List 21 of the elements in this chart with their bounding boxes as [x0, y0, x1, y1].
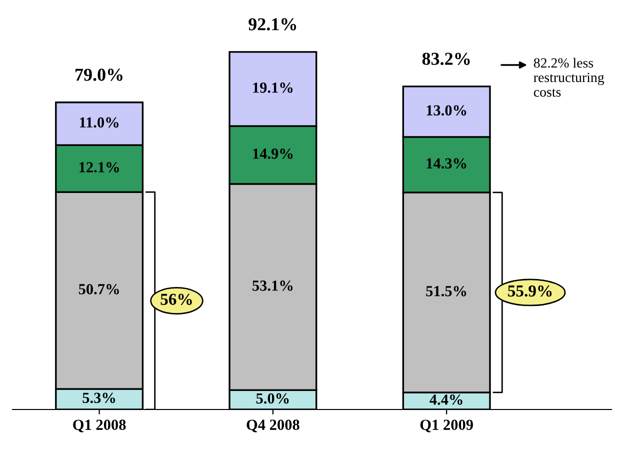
data-label: 11.0% [80, 117, 118, 128]
data-label: 14.3% [426, 158, 466, 169]
annotation: 82.2% less restructuring costs [534, 58, 604, 97]
x-tick-label: Q1 2008 [73, 420, 126, 432]
data-label: 14.9% [253, 148, 293, 159]
data-label: 4.4% [430, 394, 462, 405]
x-tick-label: Q1 2009 [420, 420, 473, 432]
data-label: 12.1% [80, 162, 119, 172]
data-label: 50.7% [78, 284, 119, 294]
total-label: 92.1% [248, 18, 296, 30]
data-label: 5.3% [82, 392, 116, 404]
total-label: 79.0% [76, 68, 122, 81]
data-label: 13.0% [426, 105, 466, 116]
data-label: 53.1% [252, 280, 293, 291]
data-label: 51.5% [426, 286, 466, 296]
data-label: 5.0% [256, 393, 289, 404]
data-label: 19.1% [253, 82, 293, 93]
annotation: 55.9% [508, 285, 552, 297]
total-label: 83.2% [422, 52, 470, 65]
x-tick-label: Q4 2008 [246, 420, 300, 432]
annotation: 56% [160, 294, 192, 306]
